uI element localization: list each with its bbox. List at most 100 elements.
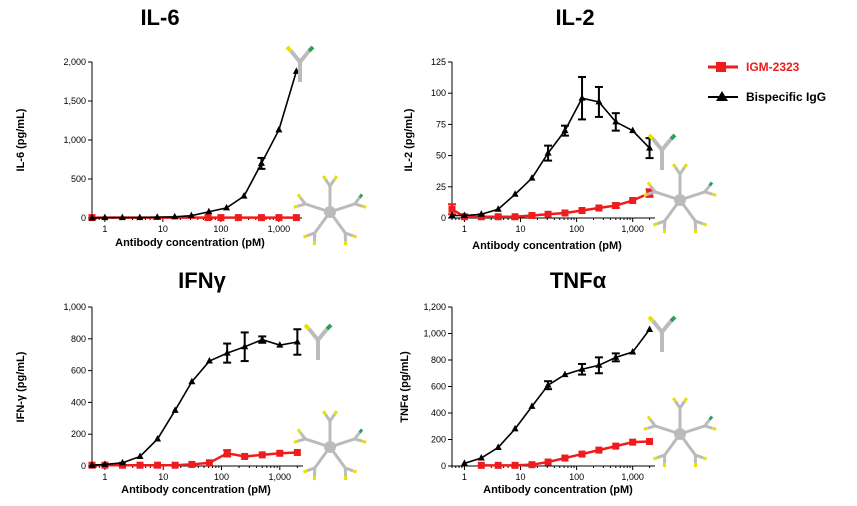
legend-marker-square <box>716 62 726 72</box>
data-point <box>153 213 161 220</box>
x-tick-label: 1 <box>462 472 467 482</box>
data-point <box>612 117 620 125</box>
y-tick-label: 600 <box>431 382 446 392</box>
data-point <box>595 361 603 368</box>
y-tick-label: 75 <box>436 119 446 129</box>
x-axis-label: Antibody concentration (pM) <box>483 484 633 496</box>
x-tick-label: 10 <box>158 472 168 482</box>
legend-item: Bispecific IgG <box>708 90 826 104</box>
y-tick-label: 200 <box>431 435 446 445</box>
y-axis-label: TNFα (pg/mL) <box>399 351 411 423</box>
data-point <box>528 461 536 469</box>
data-point <box>494 213 502 221</box>
data-point <box>187 211 195 219</box>
igm-icon <box>293 175 367 246</box>
y-tick-label: 0 <box>81 213 86 223</box>
data-point <box>595 97 603 105</box>
series-bispecific-igg <box>448 75 654 219</box>
y-tick-label: 1,500 <box>63 96 86 106</box>
data-point <box>118 458 126 466</box>
x-tick-label: 1 <box>102 472 107 482</box>
data-point <box>276 341 284 348</box>
data-point <box>612 202 620 210</box>
legend-label: Bispecific IgG <box>746 90 826 104</box>
x-tick-label: 1 <box>102 224 107 234</box>
series-line <box>481 440 650 467</box>
data-point <box>528 212 536 220</box>
y-axis-label: IL-2 (pg/mL) <box>403 108 415 171</box>
x-tick-label: 1,000 <box>268 224 291 234</box>
data-point <box>275 125 283 133</box>
data-point <box>293 448 301 456</box>
x-tick-label: 10 <box>516 472 526 482</box>
data-point <box>171 461 179 469</box>
data-point <box>544 458 552 466</box>
data-point <box>88 461 96 468</box>
data-point <box>188 377 196 385</box>
data-point <box>258 451 266 459</box>
x-tick-label: 100 <box>569 472 584 482</box>
data-point <box>205 207 213 215</box>
data-point <box>234 214 242 222</box>
chart-title: IL-2 <box>555 5 594 30</box>
data-point <box>494 461 502 469</box>
data-point <box>477 210 485 217</box>
y-tick-label: 1,200 <box>423 302 446 312</box>
data-point <box>561 454 569 462</box>
data-point <box>578 207 586 215</box>
x-tick-label: 10 <box>158 224 168 234</box>
y-tick-label: 200 <box>71 429 86 439</box>
data-point <box>136 461 144 469</box>
y-tick-label: 400 <box>431 408 446 418</box>
series-bispecific-igg <box>88 328 302 468</box>
y-tick-label: 0 <box>81 461 86 471</box>
data-point <box>241 342 249 350</box>
x-tick-label: 100 <box>214 472 229 482</box>
y-axis-label: IL-6 (pg/mL) <box>15 108 27 171</box>
data-point <box>171 406 179 413</box>
y-tick-label: 800 <box>431 355 446 365</box>
data-point <box>528 402 536 409</box>
legend: IGM-2323 Bispecific IgG <box>708 60 826 104</box>
data-point <box>241 452 249 460</box>
data-point <box>578 450 586 458</box>
data-point <box>612 442 620 450</box>
x-tick-label: 1 <box>462 224 467 234</box>
y-axis-label: IFN-γ (pg/mL) <box>15 351 27 422</box>
y-tick-label: 0 <box>441 213 446 223</box>
x-tick-label: 1,000 <box>621 224 644 234</box>
bispecific-igg-icon <box>647 315 677 352</box>
data-point <box>477 454 485 461</box>
chart-title: IL-6 <box>140 5 179 30</box>
data-point <box>511 213 519 221</box>
data-point <box>101 460 109 467</box>
data-point <box>646 325 654 333</box>
legend-marker-triangle <box>716 91 728 101</box>
data-point <box>223 349 231 356</box>
data-point <box>646 144 654 151</box>
data-point <box>511 461 519 469</box>
data-point <box>240 192 248 199</box>
y-tick-label: 125 <box>431 57 446 67</box>
series-igm-2323 <box>477 437 654 469</box>
igm-icon <box>643 397 717 468</box>
data-point <box>578 365 586 372</box>
x-tick-label: 1,000 <box>269 472 292 482</box>
data-point <box>276 449 284 457</box>
series-bispecific-igg <box>460 325 654 466</box>
data-point <box>629 438 637 446</box>
data-point <box>460 459 468 466</box>
chart-title: TNFα <box>550 268 607 293</box>
data-point <box>101 213 109 221</box>
data-point <box>511 424 519 432</box>
data-point <box>511 190 519 197</box>
y-tick-label: 1,000 <box>423 329 446 339</box>
data-point <box>544 149 552 156</box>
data-point <box>561 209 569 217</box>
series-line <box>452 97 651 217</box>
x-tick-label: 10 <box>516 224 526 234</box>
data-point <box>544 210 552 218</box>
legend-label: IGM-2323 <box>746 60 800 74</box>
data-point <box>88 214 96 221</box>
data-point <box>188 460 196 468</box>
